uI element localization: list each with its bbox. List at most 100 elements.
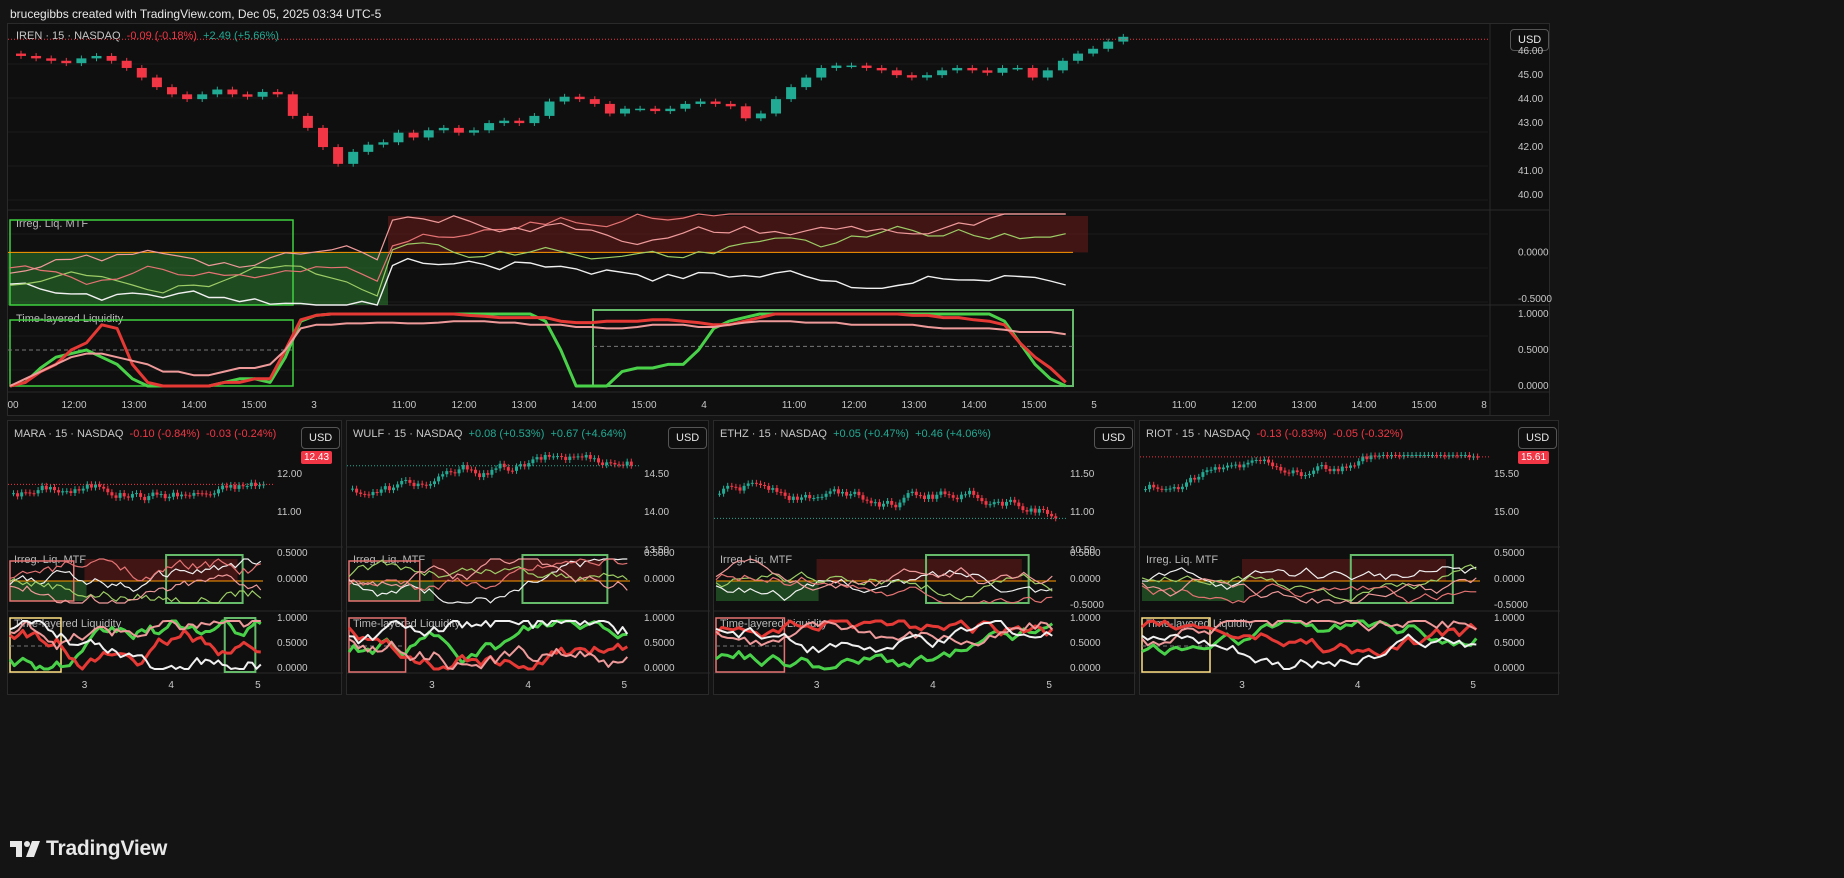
candle xyxy=(151,77,162,88)
candle xyxy=(1164,489,1168,491)
main-chart-pane[interactable]: IREN · 15 · NASDAQ -0.09 (-0.18%) +2.49 … xyxy=(7,23,1552,416)
candle xyxy=(1443,455,1447,457)
ind1-tick: 0.5000 xyxy=(644,548,675,559)
panel-wulf[interactable]: WULF · 15 · NASDAQ +0.08 (+0.53%) +0.67 … xyxy=(346,420,710,695)
panel-currency-button[interactable]: USD xyxy=(1518,427,1558,449)
candle xyxy=(1340,466,1344,472)
panel-symbol[interactable]: RIOT · 15 · NASDAQ xyxy=(1146,428,1251,440)
candle xyxy=(988,504,992,506)
candle xyxy=(576,456,580,458)
panel-riot[interactable]: RIOT · 15 · NASDAQ -0.13 (-0.83%) -0.05 … xyxy=(1139,420,1560,695)
candle xyxy=(167,87,177,95)
panel-ind1-label: Irreg. Liq. MTF xyxy=(720,554,793,566)
main-symbol[interactable]: IREN · 15 · NASDAQ xyxy=(16,30,121,42)
ind1-series-line xyxy=(348,559,628,583)
candle xyxy=(469,469,473,471)
candle xyxy=(982,70,993,73)
candle xyxy=(1349,465,1352,468)
time-tick: 12:00 xyxy=(451,400,476,411)
candle xyxy=(221,485,225,490)
candle xyxy=(192,492,196,496)
candle xyxy=(110,492,114,496)
candle xyxy=(1406,455,1410,456)
candle xyxy=(779,491,783,493)
panel-currency-button[interactable]: USD xyxy=(301,427,341,449)
panel-legend: MARA · 15 · NASDAQ -0.10 (-0.84%) -0.03 … xyxy=(14,428,276,440)
candle xyxy=(869,500,873,504)
ind1-series-line xyxy=(1141,577,1477,604)
ind2-tick: 0.5000 xyxy=(1070,638,1101,649)
candle xyxy=(31,55,42,59)
ind2-series-line xyxy=(715,620,1054,647)
candle xyxy=(89,484,93,488)
candle xyxy=(486,473,490,475)
ind2-tick: 1.0000 xyxy=(644,613,675,624)
main-change-2: +2.49 (+5.66%) xyxy=(203,30,279,42)
time-tick: 14:00 xyxy=(181,400,206,411)
candle xyxy=(1148,484,1152,490)
candle xyxy=(1209,469,1213,471)
candle xyxy=(1180,486,1184,490)
candle xyxy=(1050,513,1054,517)
price-tick: 11.00 xyxy=(1070,507,1095,518)
candle xyxy=(1426,455,1430,456)
candle xyxy=(845,491,849,496)
candle xyxy=(910,491,914,494)
candle xyxy=(617,464,621,466)
time-tick: 11:00 xyxy=(1172,400,1197,411)
candle xyxy=(229,484,233,488)
candle xyxy=(831,65,842,68)
panel-currency-button[interactable]: USD xyxy=(1094,427,1134,449)
candle xyxy=(118,493,122,498)
candle xyxy=(212,493,216,495)
panel-symbol[interactable]: WULF · 15 · NASDAQ xyxy=(353,428,463,440)
candle xyxy=(1320,465,1324,467)
candle xyxy=(539,457,543,460)
candle xyxy=(241,485,245,487)
candle xyxy=(1152,484,1156,488)
candle xyxy=(16,53,26,56)
candle xyxy=(876,67,887,71)
candle xyxy=(355,488,359,493)
candle xyxy=(375,491,379,493)
panel-ind1-label: Irreg. Liq. MTF xyxy=(1146,554,1219,566)
candle xyxy=(1414,455,1418,456)
candle xyxy=(465,465,469,470)
candle xyxy=(378,142,389,145)
candle xyxy=(163,494,167,499)
ind1-series-line xyxy=(348,558,628,591)
candle xyxy=(253,482,257,487)
candle xyxy=(65,491,69,493)
candle xyxy=(980,498,984,502)
panel-symbol[interactable]: MARA · 15 · NASDAQ xyxy=(14,428,124,440)
candle xyxy=(1262,459,1266,462)
candle xyxy=(474,469,477,474)
tradingview-logo[interactable]: TradingView xyxy=(10,837,167,861)
panel-mara[interactable]: MARA · 15 · NASDAQ -0.10 (-0.84%) -0.03 … xyxy=(7,420,343,695)
panel-ethz[interactable]: ETHZ · 15 · NASDAQ +0.05 (+0.47%) +0.46 … xyxy=(713,420,1136,695)
candle xyxy=(126,496,130,498)
ind1-series-line xyxy=(715,571,1053,601)
candle xyxy=(1012,67,1023,70)
brand-name: TradingView xyxy=(46,837,168,860)
candle xyxy=(457,469,461,474)
candle xyxy=(1029,508,1033,512)
currency-button[interactable]: USD xyxy=(1510,29,1550,51)
ind1-tick: 0.0000 xyxy=(1494,574,1525,585)
candle xyxy=(136,67,147,78)
time-tick: 5 xyxy=(255,680,261,691)
candle xyxy=(135,493,138,495)
ind2-tick: 1.0000 xyxy=(1518,309,1549,320)
time-tick: 12:00 xyxy=(1231,400,1256,411)
panel-symbol[interactable]: ETHZ · 15 · NASDAQ xyxy=(720,428,827,440)
panel-currency-button[interactable]: USD xyxy=(668,427,708,449)
ind2-series-line xyxy=(714,619,1054,639)
candle xyxy=(580,456,584,458)
ind2-series-line xyxy=(347,626,629,671)
candle xyxy=(1447,455,1451,457)
candle xyxy=(77,489,81,491)
candle xyxy=(196,492,200,494)
candle xyxy=(902,497,906,503)
panel-last-price-tag: 12.43 xyxy=(301,451,333,464)
candle xyxy=(771,488,775,490)
